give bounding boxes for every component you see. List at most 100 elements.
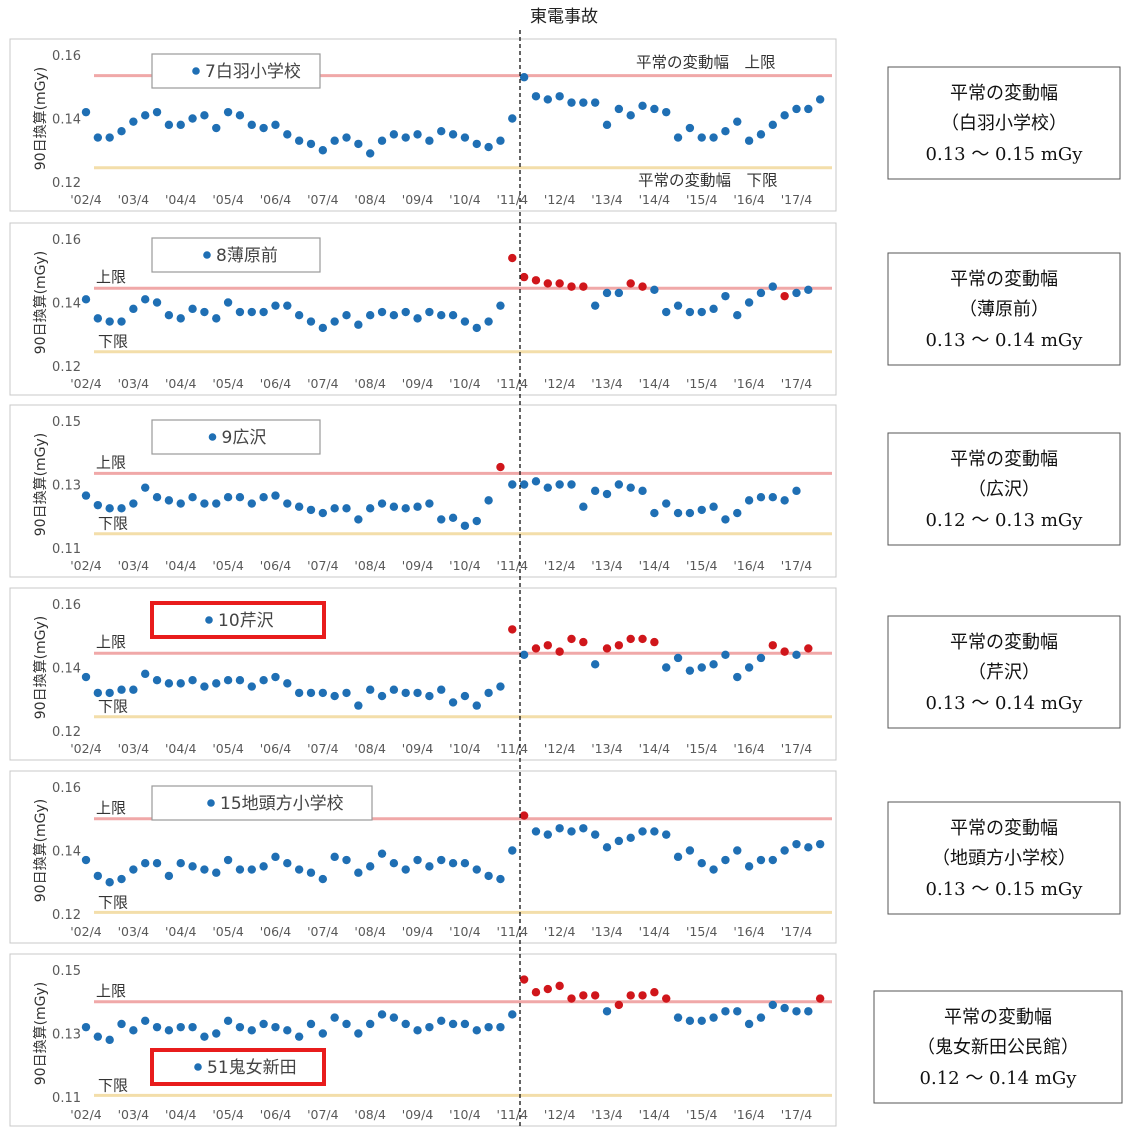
x-tick-label: '14/4 bbox=[639, 376, 671, 391]
data-point bbox=[330, 691, 339, 701]
data-point bbox=[460, 1019, 470, 1029]
data-point bbox=[401, 307, 410, 317]
data-point bbox=[318, 146, 328, 155]
data-point bbox=[425, 691, 434, 701]
x-tick-label: '12/4 bbox=[544, 1107, 576, 1122]
x-tick-label: '04/4 bbox=[165, 192, 197, 207]
y-axis-label: 90日換算(mGy) bbox=[33, 433, 49, 537]
data-point bbox=[141, 483, 150, 492]
y-axis-label: 90日換算(mGy) bbox=[33, 799, 49, 903]
data-point bbox=[212, 314, 221, 323]
data-point bbox=[141, 111, 150, 120]
data-point bbox=[756, 130, 766, 139]
data-point bbox=[484, 496, 493, 505]
data-point bbox=[306, 688, 316, 698]
data-point bbox=[709, 304, 718, 314]
x-tick-label: '05/4 bbox=[212, 1107, 244, 1122]
data-point bbox=[377, 691, 387, 701]
data-point bbox=[804, 285, 813, 294]
x-tick-label: '03/4 bbox=[118, 741, 150, 756]
data-point bbox=[508, 1010, 517, 1019]
x-tick-label: '08/4 bbox=[354, 558, 386, 573]
data-point bbox=[141, 295, 150, 304]
range-box-frame bbox=[887, 432, 1121, 546]
data-point bbox=[484, 688, 493, 698]
data-point bbox=[401, 133, 410, 142]
data-point bbox=[756, 1013, 766, 1022]
panel-frame bbox=[9, 404, 837, 578]
x-tick-label: '03/4 bbox=[118, 192, 150, 207]
data-point bbox=[81, 295, 91, 304]
data-point bbox=[590, 301, 600, 310]
data-point bbox=[342, 688, 351, 698]
data-point bbox=[519, 650, 529, 659]
data-point bbox=[152, 859, 162, 868]
data-point bbox=[283, 301, 292, 310]
data-point bbox=[294, 502, 304, 511]
data-point bbox=[81, 491, 91, 500]
legend-marker bbox=[194, 1063, 202, 1071]
y-tick-label: 0.12 bbox=[52, 176, 81, 191]
data-point bbox=[579, 824, 588, 833]
y-tick-label: 0.12 bbox=[52, 908, 81, 923]
upper-limit-label: 上限 bbox=[96, 453, 126, 471]
legend-series-name: 15地頭方小学校 bbox=[220, 794, 344, 814]
x-tick-label: '08/4 bbox=[354, 376, 386, 391]
data-point bbox=[413, 314, 422, 323]
data-point bbox=[271, 1022, 280, 1032]
data-point bbox=[531, 477, 541, 486]
data-point bbox=[638, 486, 647, 496]
data-point bbox=[164, 871, 174, 881]
x-tick-label: '04/4 bbox=[165, 741, 197, 756]
data-point bbox=[602, 120, 612, 130]
data-point bbox=[188, 676, 197, 685]
data-point-exceed bbox=[543, 279, 553, 288]
data-point-exceed bbox=[579, 637, 588, 647]
data-point bbox=[508, 846, 517, 855]
data-point bbox=[105, 317, 114, 326]
data-point bbox=[152, 493, 162, 502]
x-tick-label: '11/4 bbox=[497, 741, 529, 756]
data-point bbox=[413, 855, 422, 865]
panel-frame bbox=[9, 587, 837, 761]
y-axis-label: 90日換算(mGy) bbox=[33, 616, 49, 720]
data-point bbox=[673, 653, 683, 663]
data-point-exceed bbox=[815, 994, 825, 1003]
data-point bbox=[685, 1016, 695, 1025]
data-point bbox=[389, 1013, 399, 1022]
data-point bbox=[756, 653, 766, 663]
x-tick-label: '13/4 bbox=[591, 924, 623, 939]
data-point bbox=[685, 846, 695, 855]
x-tick-label: '14/4 bbox=[639, 558, 671, 573]
legend-series-name: 51鬼女新田 bbox=[207, 1058, 297, 1078]
data-point bbox=[721, 1007, 730, 1016]
data-point bbox=[662, 307, 671, 317]
data-point bbox=[602, 1007, 612, 1016]
data-point bbox=[733, 117, 742, 126]
data-point bbox=[271, 852, 280, 862]
x-tick-label: '05/4 bbox=[212, 924, 244, 939]
x-tick-label: '11/4 bbox=[497, 1107, 529, 1122]
y-tick-label: 0.13 bbox=[52, 479, 81, 494]
data-point bbox=[579, 98, 588, 107]
x-tick-label: '12/4 bbox=[544, 376, 576, 391]
data-point bbox=[626, 111, 635, 120]
data-point-exceed bbox=[555, 981, 564, 991]
data-point bbox=[105, 878, 114, 887]
range-box-station: （薄原前） bbox=[959, 299, 1049, 320]
data-point bbox=[685, 123, 695, 133]
range-box-station: （芹沢） bbox=[968, 662, 1040, 683]
data-point bbox=[152, 298, 162, 307]
data-point bbox=[508, 480, 517, 489]
x-tick-label: '02/4 bbox=[70, 192, 102, 207]
data-point-exceed bbox=[638, 282, 647, 291]
data-point bbox=[472, 139, 481, 149]
data-point bbox=[93, 688, 103, 698]
legend-box bbox=[151, 237, 321, 273]
data-point bbox=[567, 827, 576, 836]
data-point bbox=[472, 516, 481, 526]
x-tick-label: '12/4 bbox=[544, 924, 576, 939]
data-point bbox=[496, 1022, 505, 1032]
